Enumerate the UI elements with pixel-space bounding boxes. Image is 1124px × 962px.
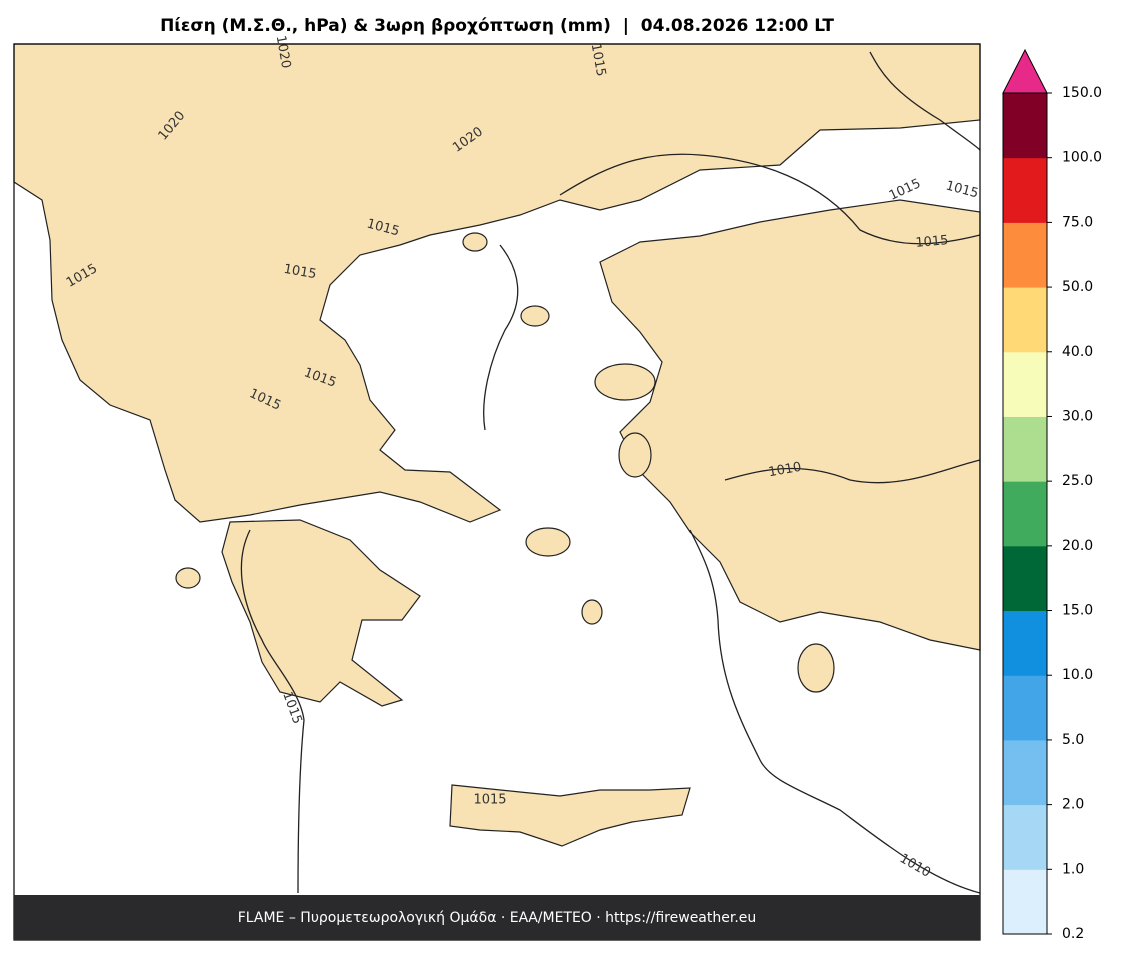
island [525,527,571,557]
colorbar-bin [1003,675,1047,741]
colorbar-tick-label: 40.0 [1062,344,1093,360]
colorbar-tick-label: 15.0 [1062,603,1093,619]
island [462,232,488,252]
island [581,599,603,625]
isobar [869,51,981,151]
colorbar-bin [1003,93,1047,159]
colorbar-tick-label: 75.0 [1062,214,1093,230]
isobar [483,244,519,431]
colorbar-tick-label: 2.0 [1062,797,1084,813]
colorbar-tick-label: 50.0 [1062,279,1093,295]
colorbar-bin [1003,416,1047,482]
colorbar-bin [1003,222,1047,288]
colorbar-bin [1003,739,1047,806]
colorbar-tick-label: 0.2 [1062,926,1084,942]
isobar-label: 1015 [282,262,317,283]
isobar-label: 1015 [915,233,949,251]
colorbar-bin [1003,157,1047,223]
peloponnese [221,519,421,707]
colorbar-bin [1003,545,1047,612]
colorbar-tick-label: 10.0 [1062,667,1093,683]
colorbar-tick-label: 5.0 [1062,732,1084,748]
colorbar-tick-label: 30.0 [1062,408,1093,424]
isobar-label: 1015 [588,42,609,77]
isobar [240,529,305,894]
title: Πίεση (Μ.Σ.Θ., hPa) & 3ωρη βροχόπτωση (m… [160,16,834,36]
colorbar-extend [1002,48,1048,94]
isobar [724,459,981,484]
colorbar-frame [1002,92,1048,935]
colorbar-bin [1003,610,1047,676]
map: FLAME – Πυρομετεωρολογική Ομάδα · ΕΑΑ/ME… [13,43,981,941]
colorbar-tick-label: 25.0 [1062,473,1093,489]
island [520,305,550,327]
island [594,363,656,401]
isobar [689,529,981,894]
colorbar-tick-label: 100.0 [1062,150,1102,166]
anatolia [599,199,981,651]
island [175,567,201,589]
colorbar: 0.2 1.0 2.0 5.0 10.0 15.0 20.0 25.0 30.0 40.0 50.0… [1002,48,1102,942]
crete [449,784,691,847]
colorbar-bin [1003,804,1047,870]
colorbar-bin [1003,351,1047,417]
footer: FLAME – Πυρομετεωρολογική Ομάδα · ΕΑΑ/ME… [238,910,757,926]
isobar-label: 1010 [767,460,802,481]
colorbar-tick-label: 20.0 [1062,538,1093,554]
island [797,643,835,693]
colorbar-tick-label: 150.0 [1062,85,1102,101]
colorbar-bin [1003,869,1047,935]
island [618,432,652,478]
colorbar-bin [1003,481,1047,547]
isobar-label: 1015 [473,793,506,808]
colorbar-bin [1003,287,1047,353]
balkans [13,43,981,523]
colorbar-tick-label: 1.0 [1062,861,1084,877]
footer-bar [14,895,980,940]
isobar-label: 1020 [273,34,294,69]
isobar [559,153,981,245]
